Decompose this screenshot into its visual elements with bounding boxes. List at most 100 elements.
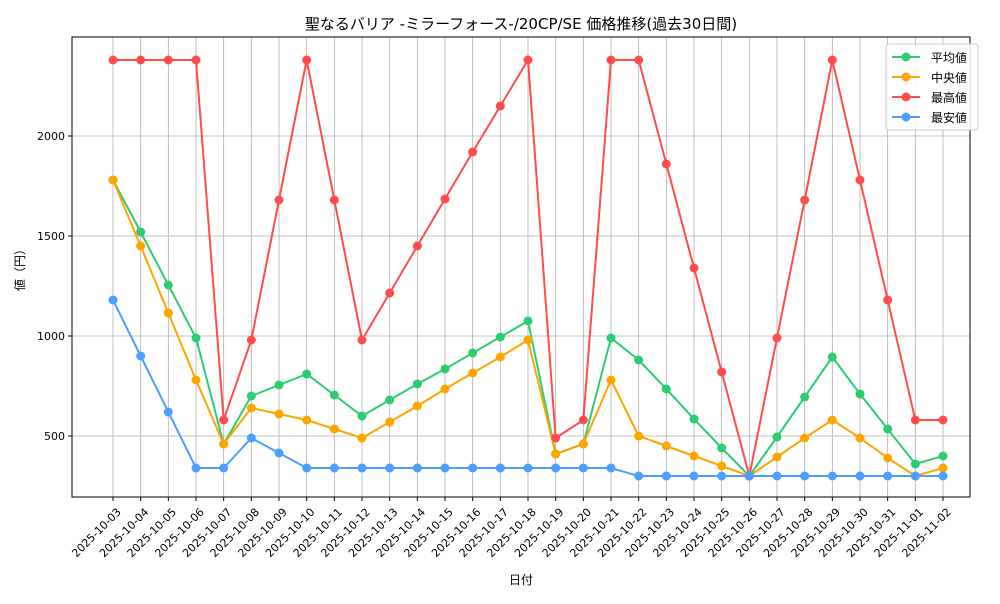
y-tick-label: 2000 xyxy=(37,130,65,143)
data-point xyxy=(495,352,505,362)
data-point xyxy=(661,159,671,169)
data-point xyxy=(357,463,367,473)
data-point xyxy=(661,471,671,481)
plot-frame xyxy=(71,36,971,498)
data-point xyxy=(274,448,284,458)
data-point xyxy=(606,55,616,65)
data-point xyxy=(910,471,920,481)
data-point xyxy=(108,295,118,305)
data-point xyxy=(855,389,865,399)
data-point xyxy=(717,367,727,377)
data-point xyxy=(883,424,893,434)
data-point xyxy=(827,55,837,65)
data-point xyxy=(468,463,478,473)
data-point xyxy=(689,263,699,273)
data-point xyxy=(136,55,146,65)
data-point xyxy=(578,415,588,425)
data-point xyxy=(302,463,312,473)
data-point xyxy=(855,471,865,481)
legend-label: 中央値 xyxy=(931,70,967,85)
data-point xyxy=(385,463,395,473)
legend-marker xyxy=(901,72,911,82)
data-point xyxy=(357,411,367,421)
data-point xyxy=(523,463,533,473)
data-point xyxy=(800,471,810,481)
data-point xyxy=(800,392,810,402)
data-point xyxy=(551,463,561,473)
data-point xyxy=(329,463,339,473)
data-point xyxy=(385,288,395,298)
data-point xyxy=(274,195,284,205)
data-point xyxy=(578,463,588,473)
data-point xyxy=(827,471,837,481)
data-point xyxy=(329,424,339,434)
data-point xyxy=(910,415,920,425)
legend-label: 平均値 xyxy=(931,50,967,65)
data-point xyxy=(578,439,588,449)
data-point xyxy=(495,101,505,111)
data-point xyxy=(191,333,201,343)
data-point xyxy=(191,375,201,385)
data-point xyxy=(883,295,893,305)
data-point xyxy=(302,415,312,425)
data-point xyxy=(606,463,616,473)
data-point xyxy=(385,417,395,427)
data-point xyxy=(855,175,865,185)
data-point xyxy=(495,332,505,342)
data-point xyxy=(440,384,450,394)
y-tick-label: 1500 xyxy=(37,230,65,243)
y-ticks: 500 1000 1500 2000 xyxy=(37,130,72,443)
data-point xyxy=(108,55,118,65)
data-point xyxy=(329,195,339,205)
data-point xyxy=(136,227,146,237)
data-point xyxy=(717,443,727,453)
x-ticks: 2025-10-032025-10-042025-10-052025-10-06… xyxy=(69,497,954,560)
data-point xyxy=(329,390,339,400)
data-point xyxy=(412,241,422,251)
grid xyxy=(72,37,970,497)
data-point xyxy=(163,407,173,417)
data-point xyxy=(689,471,699,481)
chart-title: 聖なるバリア -ミラーフォース-/20CP/SE 価格推移(過去30日間) xyxy=(305,15,737,33)
data-point xyxy=(772,471,782,481)
data-point xyxy=(523,316,533,326)
data-point xyxy=(938,415,948,425)
data-point xyxy=(827,352,837,362)
data-point xyxy=(246,403,256,413)
data-point xyxy=(246,391,256,401)
data-point xyxy=(634,471,644,481)
data-point xyxy=(523,55,533,65)
data-point xyxy=(606,333,616,343)
data-point xyxy=(163,280,173,290)
data-point xyxy=(302,55,312,65)
series-最安値 xyxy=(108,295,948,481)
data-point xyxy=(246,433,256,443)
data-point xyxy=(827,415,837,425)
data-point xyxy=(495,463,505,473)
data-point xyxy=(717,461,727,471)
data-point xyxy=(606,375,616,385)
data-point xyxy=(468,368,478,378)
data-point xyxy=(357,433,367,443)
y-axis-label: 値（円） xyxy=(12,243,27,291)
data-point xyxy=(412,401,422,411)
y-tick-label: 1000 xyxy=(37,330,65,343)
data-point xyxy=(302,369,312,379)
data-point xyxy=(412,379,422,389)
legend-label: 最高値 xyxy=(931,90,967,105)
series-layer xyxy=(108,55,948,481)
data-point xyxy=(163,308,173,318)
data-point xyxy=(551,433,561,443)
data-point xyxy=(689,451,699,461)
data-point xyxy=(108,175,118,185)
data-point xyxy=(246,335,256,345)
data-point xyxy=(274,380,284,390)
data-point xyxy=(219,415,229,425)
data-point xyxy=(910,459,920,469)
data-point xyxy=(634,355,644,365)
legend-label: 最安値 xyxy=(931,110,967,125)
legend-marker xyxy=(901,92,911,102)
data-point xyxy=(938,463,948,473)
x-axis-label: 日付 xyxy=(509,573,533,587)
